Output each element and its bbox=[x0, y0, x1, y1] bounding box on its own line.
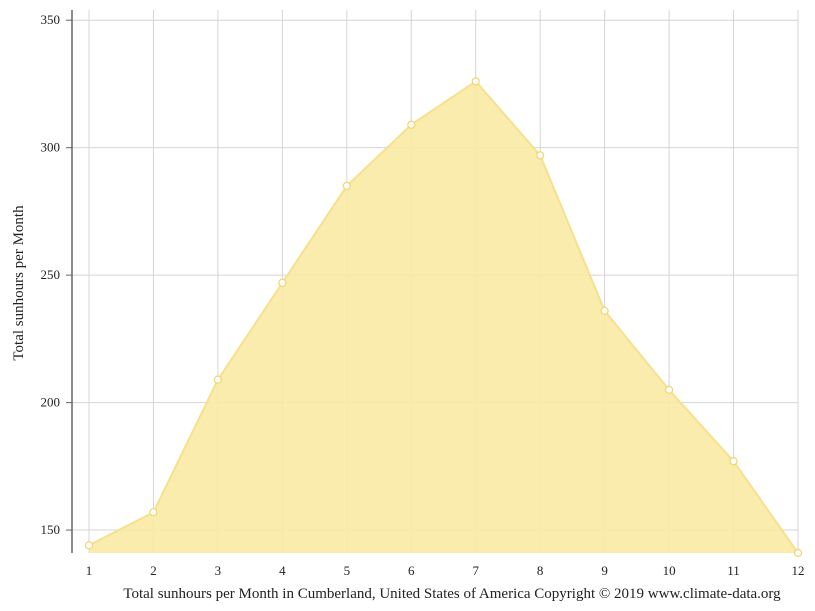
x-tick-label-10: 10 bbox=[663, 563, 676, 578]
y-tick-label-150: 150 bbox=[41, 522, 61, 537]
data-point-8 bbox=[536, 151, 545, 160]
x-tick-label-7: 7 bbox=[472, 563, 479, 578]
y-tick-label-250: 250 bbox=[41, 267, 61, 282]
x-tick-label-8: 8 bbox=[537, 563, 544, 578]
data-points bbox=[84, 77, 803, 558]
y-axis-title: Total sunhours per Month bbox=[11, 205, 27, 361]
y-tick-label-350: 350 bbox=[41, 12, 61, 27]
data-point-3 bbox=[213, 375, 223, 384]
x-tick-label-9: 9 bbox=[601, 563, 608, 578]
data-point-11 bbox=[729, 457, 738, 466]
x-axis-ticks: 1 2 3 4 5 6 7 8 9 10 11 12 bbox=[86, 563, 805, 578]
y-tick-label-300: 300 bbox=[41, 140, 61, 155]
x-tick-label-5: 5 bbox=[344, 563, 351, 578]
data-point-4 bbox=[278, 278, 287, 287]
x-tick-label-1: 1 bbox=[86, 563, 93, 578]
x-tick-label-11: 11 bbox=[727, 563, 740, 578]
data-point-10 bbox=[664, 385, 674, 394]
series-line bbox=[88, 80, 799, 554]
data-point-5 bbox=[342, 181, 351, 191]
area-fill bbox=[89, 81, 798, 553]
data-point-9 bbox=[600, 306, 609, 315]
y-axis-ticks: 150 200 250 300 350 bbox=[41, 12, 72, 537]
x-tick-label-3: 3 bbox=[215, 563, 222, 578]
x-tick-label-12: 12 bbox=[792, 563, 805, 578]
x-axis-title: Total sunhours per Month in Cumberland, … bbox=[123, 586, 781, 602]
data-point-7 bbox=[471, 77, 480, 86]
data-point-2 bbox=[149, 508, 158, 517]
x-tick-label-2: 2 bbox=[150, 563, 157, 578]
y-tick-label-200: 200 bbox=[41, 395, 61, 410]
data-point-1 bbox=[84, 541, 94, 550]
data-point-6 bbox=[407, 120, 416, 129]
x-tick-label-6: 6 bbox=[408, 563, 415, 578]
data-point-12 bbox=[793, 548, 803, 558]
x-tick-label-4: 4 bbox=[279, 563, 286, 578]
